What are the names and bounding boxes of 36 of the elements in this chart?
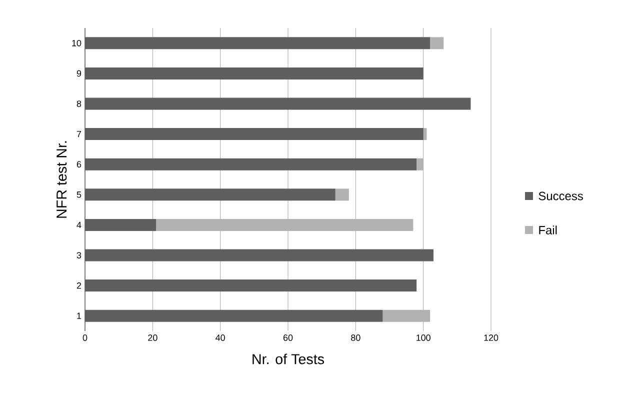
y-tick-label: 1 (77, 312, 82, 319)
bar (85, 218, 156, 231)
bar (85, 188, 336, 201)
y-tick-label: 2 (76, 282, 82, 289)
y-tick-label: 10 (72, 40, 82, 46)
legend-label: Success (538, 192, 583, 200)
bar (85, 67, 424, 80)
bar (85, 128, 424, 140)
bar (85, 37, 430, 50)
bar (85, 249, 434, 262)
bar (430, 37, 444, 50)
x-tick-label: 40 (216, 334, 225, 341)
bar (85, 280, 417, 292)
y-tick-label: 5 (76, 192, 82, 198)
y-tick-label: 7 (76, 130, 82, 138)
bar (335, 188, 349, 201)
x-axis-title: Nr. of Tests (252, 354, 324, 364)
bar (416, 158, 424, 170)
x-tick-label: 100 (416, 334, 430, 341)
bar (85, 98, 471, 110)
y-tick-label: 3 (76, 252, 82, 258)
y-axis-title: NFR test Nr. (56, 141, 67, 218)
y-tick-label: 6 (76, 161, 82, 168)
x-tick-label: 120 (484, 334, 498, 341)
legend-label: Fail (539, 226, 557, 234)
x-tick-label: 80 (351, 334, 360, 341)
bar (156, 218, 414, 231)
bar (85, 310, 383, 322)
y-tick-label: 8 (76, 100, 82, 107)
bar (382, 310, 430, 322)
y-tick-label: 9 (76, 70, 82, 77)
x-tick-label: 60 (283, 334, 293, 341)
y-tick-label: 4 (76, 222, 82, 228)
bar (85, 158, 417, 170)
x-tick-label: 0 (82, 334, 88, 341)
x-tick-label: 20 (148, 334, 158, 341)
